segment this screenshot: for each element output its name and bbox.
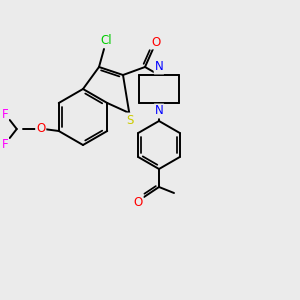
Text: N: N [154,61,164,74]
Text: F: F [2,107,8,121]
Text: F: F [2,137,8,151]
Text: O: O [152,35,160,49]
Text: S: S [127,113,134,127]
Text: O: O [36,122,45,136]
Text: O: O [134,196,142,208]
Text: N: N [154,104,164,118]
Text: Cl: Cl [100,34,112,46]
